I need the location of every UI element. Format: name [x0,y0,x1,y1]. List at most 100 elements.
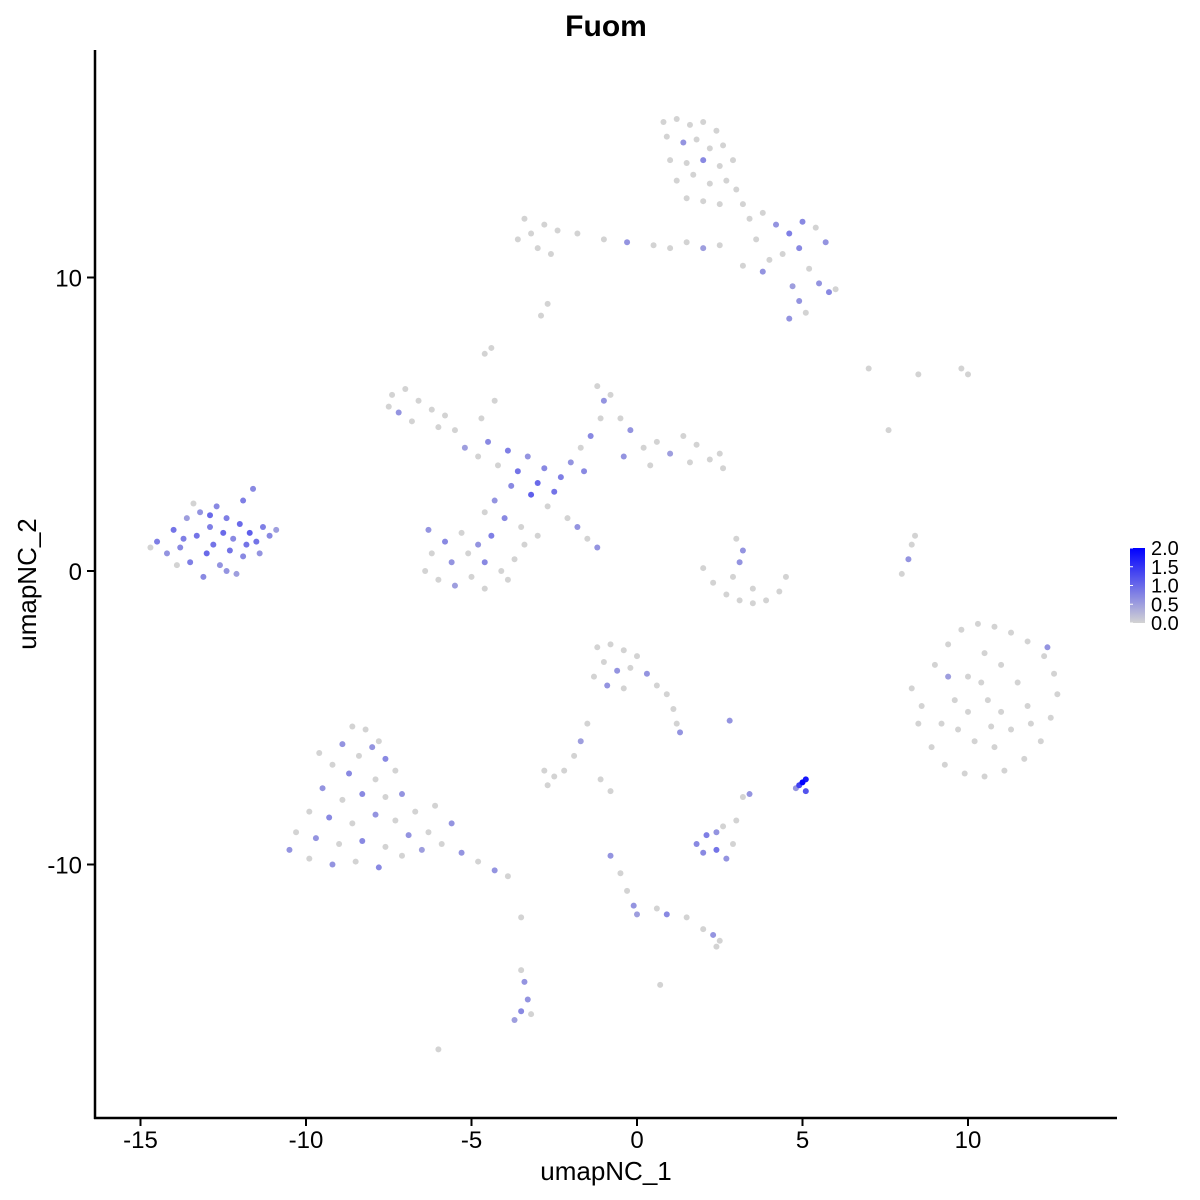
data-point [395,409,402,416]
x-tick-label: -15 [123,1127,158,1154]
data-point [607,852,614,859]
data-point [504,447,511,454]
data-point [382,793,389,800]
data-point [1008,629,1015,636]
y-tick-label: 10 [55,266,82,293]
data-point [594,383,601,390]
data-point [210,541,217,548]
data-point [624,887,631,894]
data-point [180,535,187,542]
data-point [693,840,700,847]
data-point [190,500,197,507]
data-point [720,465,727,472]
colorbar-label: 0.0 [1151,613,1179,635]
data-point [998,708,1005,715]
data-point [779,251,786,258]
data-point [581,468,588,475]
data-point [670,705,677,712]
data-point [293,829,300,836]
data-point [600,236,607,243]
data-point [918,703,925,710]
data-point [468,573,475,580]
data-point [435,424,442,431]
data-point [541,221,548,228]
data-point [577,444,584,451]
data-point [485,438,492,445]
data-point [1044,644,1051,651]
data-point [630,902,637,909]
data-point [739,793,746,800]
data-point [498,568,505,574]
data-point [514,236,521,243]
data-point [425,829,432,836]
data-point [700,849,707,856]
data-point [544,782,551,789]
data-point [518,1008,525,1015]
x-tick-label: 5 [796,1127,809,1154]
data-point [683,239,690,246]
data-point [203,550,210,557]
data-point [832,286,839,293]
data-point [759,268,766,275]
data-point [352,858,359,865]
data-point [647,462,654,469]
data-point [981,773,988,780]
colorbar [1130,548,1145,623]
data-point [617,415,624,422]
data-point [617,870,624,877]
data-point [700,245,707,252]
x-axis-label: umapNC_1 [540,1156,672,1186]
data-point [240,553,247,560]
data-point [594,644,601,651]
data-point [398,852,405,859]
data-point [544,300,551,307]
data-point [428,550,435,557]
data-point [951,697,958,704]
data-point [173,562,180,569]
data-point [802,309,809,316]
data-point [663,691,670,698]
data-point [428,406,435,413]
data-point [216,562,223,569]
data-point [336,840,343,847]
x-tick-label: 10 [955,1127,982,1154]
data-point [488,344,495,351]
data-point [627,664,634,671]
y-tick-label: -10 [47,853,82,880]
data-point [796,297,803,304]
data-point [514,468,521,475]
data-point [584,535,591,542]
data-point [494,462,501,469]
data-point [528,1011,535,1018]
data-point [931,661,938,668]
data-point [700,926,707,933]
data-point [207,523,214,530]
data-point [607,391,614,398]
data-point [266,532,273,539]
data-point [806,265,813,272]
data-point [521,978,528,985]
data-point [991,623,998,630]
chart-title: Fuom [565,10,647,43]
points-layer [147,116,1061,1053]
data-point [375,864,382,871]
data-point [518,523,525,530]
data-point [425,526,432,533]
data-point [491,397,498,404]
data-point [213,503,220,510]
data-point [786,230,793,237]
data-point [1027,720,1034,727]
data-point [418,846,425,853]
data-point [362,726,369,733]
data-point [958,626,965,633]
data-point [541,767,548,774]
data-point [729,840,736,847]
data-point [1021,755,1028,762]
data-point [544,503,551,510]
data-point [491,497,498,504]
data-point [733,535,740,542]
data-point [551,488,558,495]
data-point [686,459,693,466]
data-point [620,647,627,654]
data-point [710,931,717,938]
